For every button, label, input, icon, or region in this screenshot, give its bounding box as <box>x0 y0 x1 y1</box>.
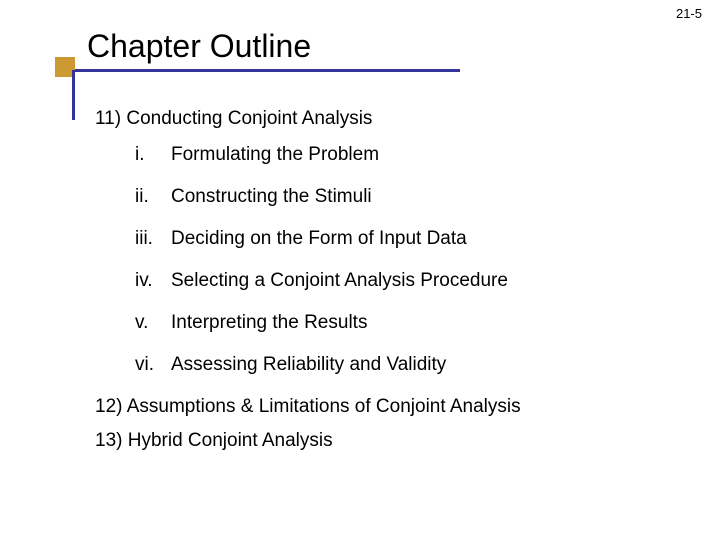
sub-marker: iii. <box>135 228 171 250</box>
outline-item-13: 13) Hybrid Conjoint Analysis <box>95 430 675 452</box>
outline-content: 11) Conducting Conjoint Analysis i. Form… <box>95 108 675 464</box>
outline-subitem: iv. Selecting a Conjoint Analysis Proced… <box>135 270 675 292</box>
sub-text: Formulating the Problem <box>171 144 379 166</box>
title-underline <box>55 69 460 72</box>
outline-number: 13) <box>95 430 122 451</box>
outline-number: 11) <box>95 108 121 129</box>
title-vertical-bar <box>72 70 75 120</box>
outline-subitem: v. Interpreting the Results <box>135 312 675 334</box>
sub-text: Deciding on the Form of Input Data <box>171 228 467 250</box>
sub-marker: v. <box>135 312 171 334</box>
outline-subitem: i. Formulating the Problem <box>135 144 675 166</box>
sub-marker: iv. <box>135 270 171 292</box>
outline-subitem: ii. Constructing the Stimuli <box>135 186 675 208</box>
sub-text: Interpreting the Results <box>171 312 367 334</box>
outline-item-11: 11) Conducting Conjoint Analysis <box>95 108 675 130</box>
outline-bottom: 12) Assumptions & Limitations of Conjoin… <box>95 396 675 452</box>
page-title: Chapter Outline <box>55 28 460 69</box>
outline-number: 12) <box>95 396 122 417</box>
outline-text: Assumptions & Limitations of Conjoint An… <box>127 396 521 417</box>
outline-sublist: i. Formulating the Problem ii. Construct… <box>135 144 675 376</box>
page-number: 21-5 <box>676 6 702 21</box>
sub-text: Constructing the Stimuli <box>171 186 372 208</box>
sub-text: Selecting a Conjoint Analysis Procedure <box>171 270 508 292</box>
sub-marker: vi. <box>135 354 171 376</box>
sub-marker: ii. <box>135 186 171 208</box>
outline-text: Hybrid Conjoint Analysis <box>128 430 333 451</box>
title-block: Chapter Outline <box>55 28 460 72</box>
outline-text: Conducting Conjoint Analysis <box>126 108 372 129</box>
outline-subitem: iii. Deciding on the Form of Input Data <box>135 228 675 250</box>
sub-marker: i. <box>135 144 171 166</box>
sub-text: Assessing Reliability and Validity <box>171 354 446 376</box>
outline-subitem: vi. Assessing Reliability and Validity <box>135 354 675 376</box>
outline-item-12: 12) Assumptions & Limitations of Conjoin… <box>95 396 675 418</box>
